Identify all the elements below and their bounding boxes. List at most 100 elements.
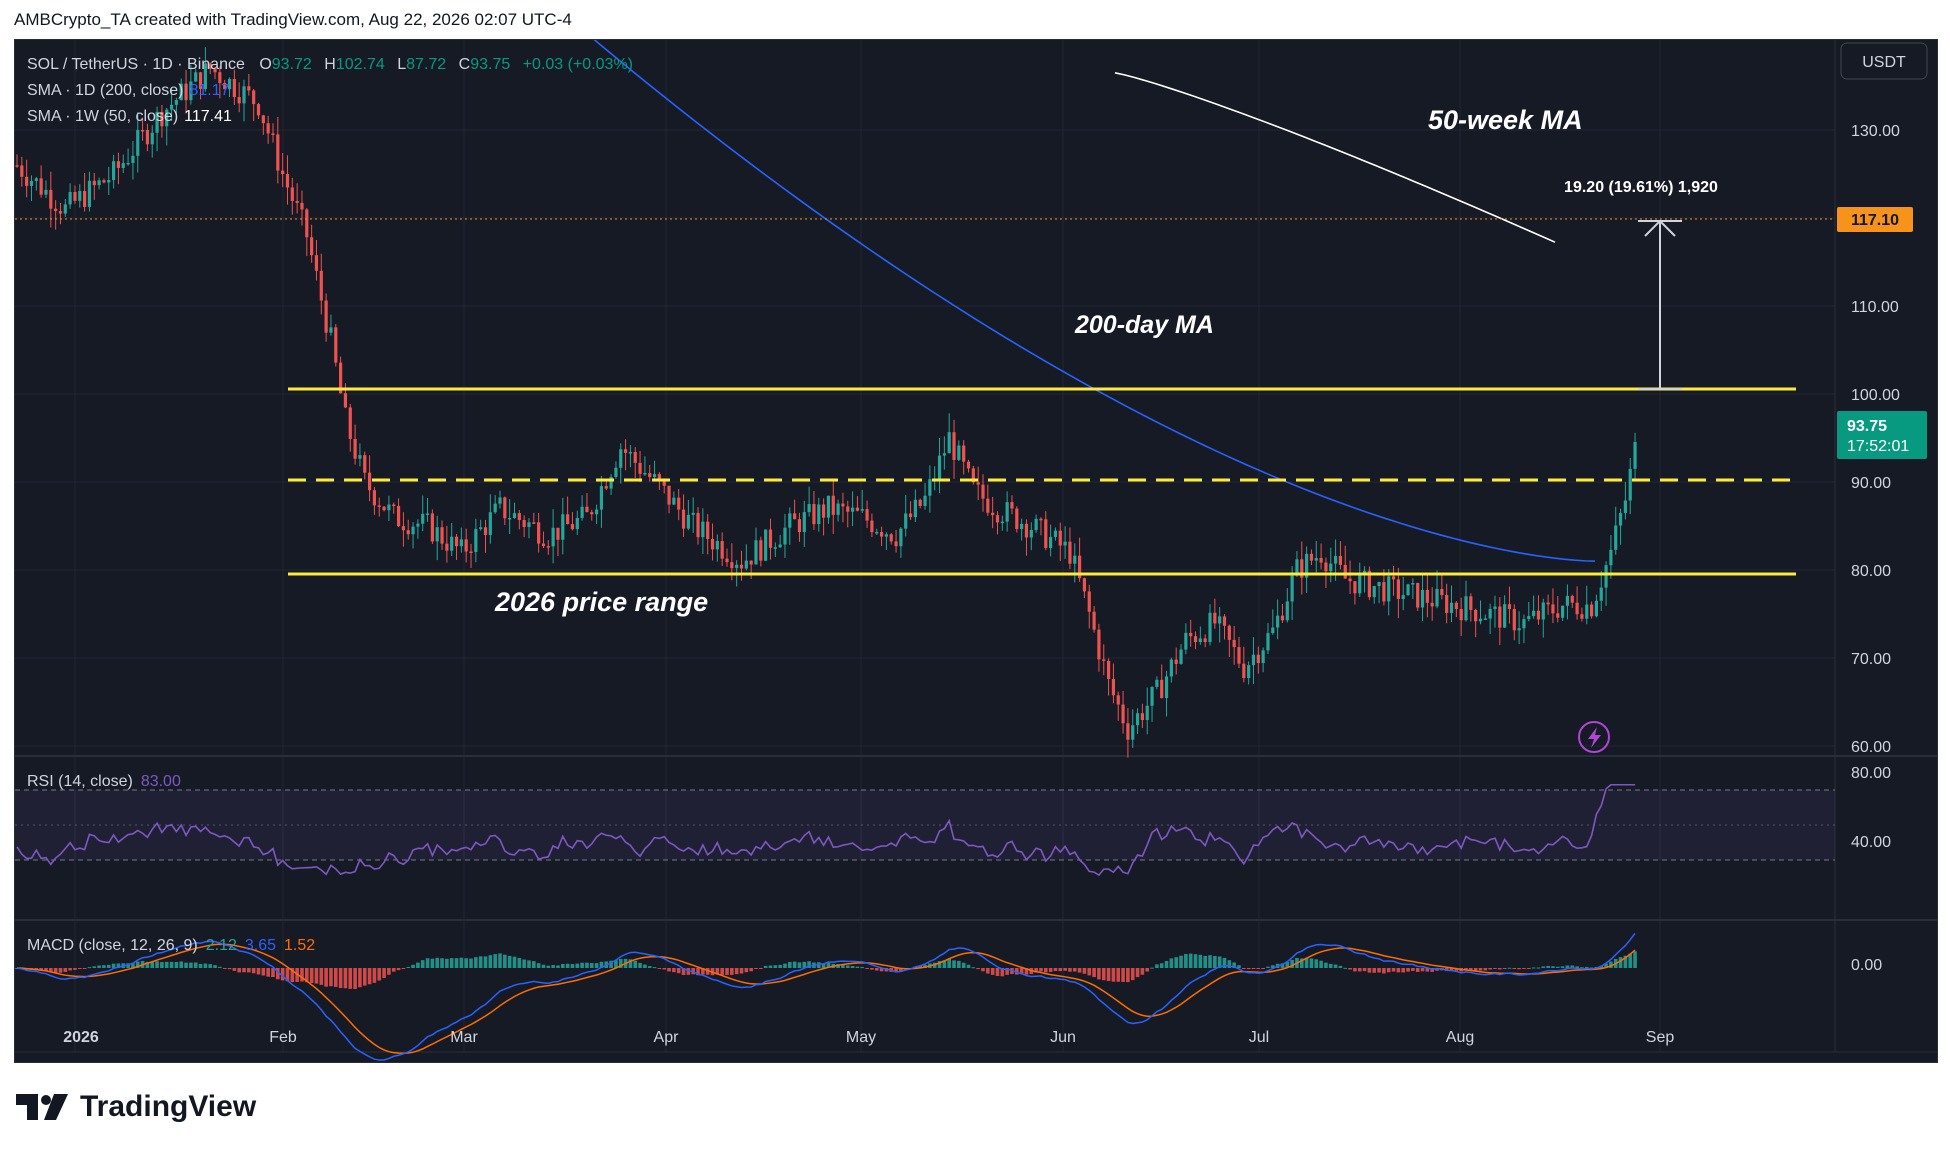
macd-bar [164, 961, 169, 968]
candlestick-series[interactable] [15, 47, 1637, 758]
candle-body [1309, 553, 1314, 561]
candle-body [735, 564, 739, 569]
macd-bar [589, 963, 594, 968]
candle-body [1551, 604, 1555, 614]
macd-bar [527, 960, 531, 968]
macd-bar [266, 968, 270, 977]
candle-body [1319, 558, 1323, 563]
currency-button[interactable]: USDT [1840, 42, 1928, 80]
candle-body [657, 474, 661, 482]
candle-body [208, 63, 212, 69]
macd-bar [628, 959, 633, 968]
macd-bar [1290, 959, 1294, 968]
candle-body [1358, 574, 1362, 594]
macd-bar [251, 968, 256, 974]
brand: TradingView [16, 1090, 256, 1124]
macd-bar [367, 968, 372, 985]
svg-text:USDT: USDT [1862, 54, 1906, 71]
macd-bar [1415, 968, 1420, 972]
candle-body [358, 455, 362, 459]
candle-body [937, 455, 942, 480]
candle-body [1232, 639, 1236, 648]
candle-body [1135, 713, 1140, 726]
candle-body [174, 100, 178, 105]
candle-body [725, 558, 729, 563]
macd-bar [1092, 968, 1096, 978]
candle-body [150, 132, 154, 145]
sma-50-week-line[interactable] [1114, 72, 1556, 243]
macd-bar [430, 958, 435, 968]
candle-body [237, 97, 241, 104]
chart-canvas[interactable]: 19.20 (19.61%) 1,920 50-week MA 200-day … [15, 0, 1937, 1062]
macd-histogram [15, 951, 1637, 989]
candle-body [638, 462, 642, 474]
macd-bar [788, 962, 792, 968]
macd-bar [792, 961, 797, 968]
candle-body [1087, 591, 1091, 612]
macd-bar [1560, 966, 1565, 968]
macd-bar [730, 968, 734, 975]
macd-bar [855, 966, 860, 968]
macd-bar [773, 965, 778, 968]
candle-body [445, 543, 449, 551]
macd-bar [208, 964, 212, 968]
candle-body [1565, 595, 1570, 606]
macd-bar [725, 968, 729, 975]
macd-bar [618, 958, 623, 968]
candle-body [1140, 713, 1144, 721]
legend: SOL / TetherUS · 1D · Binance O93.72 H10… [27, 56, 633, 125]
candle-body [401, 526, 405, 531]
macd-bar [1483, 968, 1488, 971]
candle-body [1401, 595, 1405, 599]
candle-body [1116, 695, 1120, 705]
candle-body [1338, 555, 1343, 565]
candle-body [1435, 588, 1439, 607]
macd-bar [1493, 968, 1497, 969]
macd-bar [391, 968, 396, 972]
macd-bar [377, 968, 382, 981]
candle-body [971, 468, 975, 483]
chart-panel[interactable]: 19.20 (19.61%) 1,920 50-week MA 200-day … [14, 0, 1938, 1063]
macd-bar [961, 962, 966, 968]
macd-bar [353, 968, 357, 989]
macd-bar [305, 968, 309, 983]
candle-body [826, 495, 831, 518]
candle-body [281, 170, 285, 175]
candle-body [807, 504, 811, 513]
macd-bar [1406, 968, 1410, 972]
candle-body [1430, 602, 1434, 607]
price-tick: 70.00 [1851, 651, 1891, 668]
candle-body [1305, 553, 1309, 578]
lightning-icon[interactable] [1578, 721, 1610, 753]
candle-body [860, 509, 864, 511]
candle-body [918, 499, 922, 506]
time-tick: 2026 [63, 1029, 99, 1046]
macd-bar [816, 962, 821, 968]
candle-body [855, 507, 860, 511]
macd-bar [1522, 968, 1526, 969]
macd-bar [179, 961, 184, 968]
time-tick: Feb [269, 1029, 297, 1046]
sma-200-day-line[interactable] [545, 0, 1596, 562]
candle-body [179, 83, 183, 101]
candle-body [1333, 555, 1338, 564]
candle-body [387, 504, 391, 511]
time-axis[interactable]: 2026 Feb Mar Apr May Jun Jul Aug Sep [63, 1029, 1674, 1046]
macd-bar [314, 968, 319, 984]
macd-bar [464, 958, 468, 968]
macd-bar [102, 965, 106, 968]
macd-bar [570, 964, 575, 968]
macd-bar [401, 968, 406, 969]
macd-bar [1164, 960, 1169, 968]
macd-bar [174, 962, 179, 968]
macd-bar [845, 965, 850, 968]
candle-body [1507, 604, 1512, 610]
macd-bar [749, 968, 753, 972]
candle-body [508, 517, 512, 520]
macd-bar [454, 958, 459, 968]
macd-bar [145, 961, 150, 968]
macd-bar [802, 961, 807, 968]
price-tick: 130.00 [1851, 123, 1900, 140]
macd-bar [1159, 963, 1164, 968]
macd-bar [942, 960, 947, 968]
